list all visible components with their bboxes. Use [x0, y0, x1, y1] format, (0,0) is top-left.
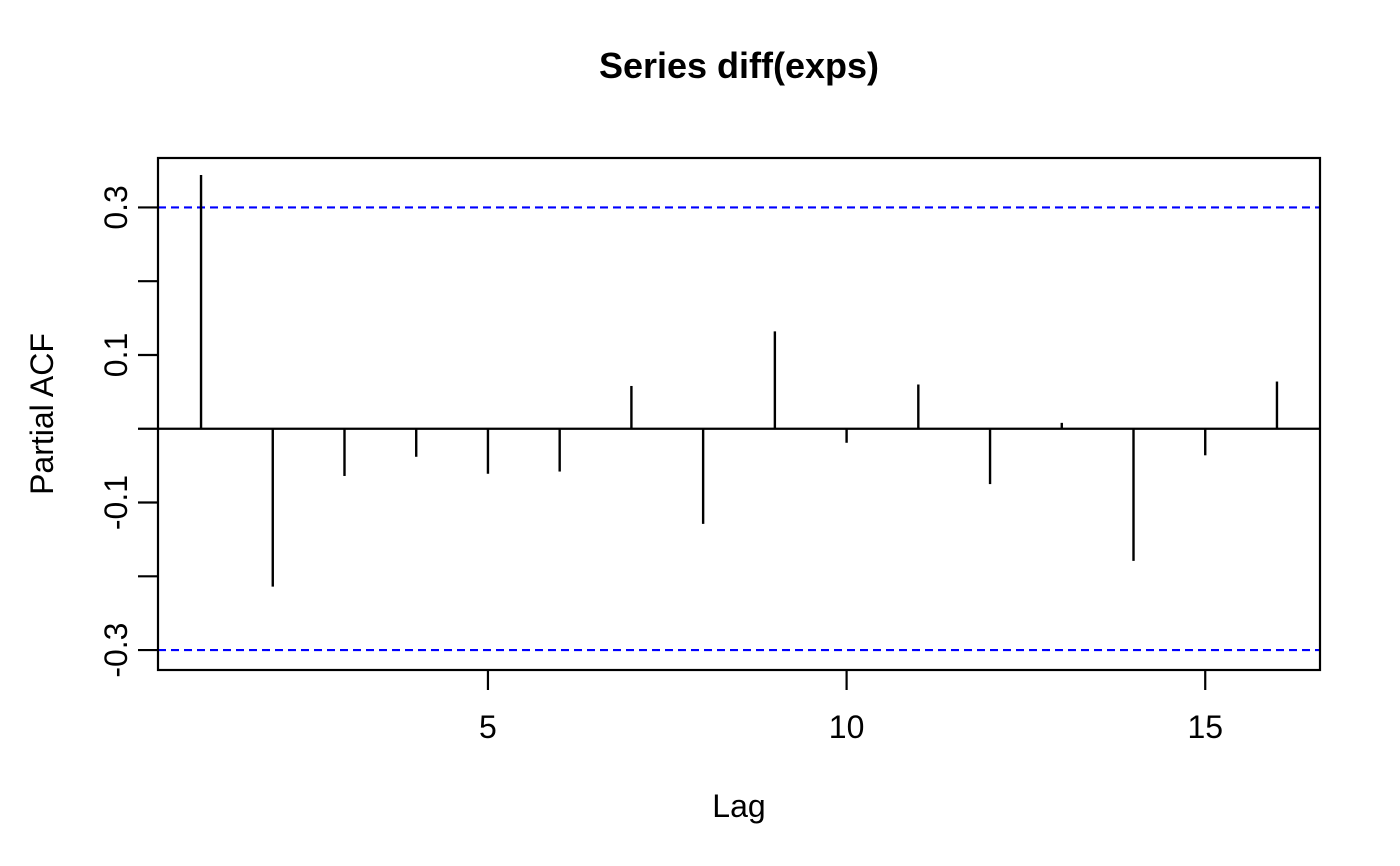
plot-layer: -0.3 -0.1 0.1 0.3 5 10 15 [98, 156, 1322, 745]
x-tick-label-15: 15 [1187, 709, 1223, 745]
y-tick-label--0.1: -0.1 [98, 475, 134, 530]
y-axis-label: Partial ACF [24, 333, 60, 495]
x-tick-label-10: 10 [829, 709, 865, 745]
chart-title: Series diff(exps) [599, 45, 879, 86]
x-tick-label-5: 5 [479, 709, 497, 745]
x-axis-label: Lag [712, 788, 765, 824]
y-tick-label-0.3: 0.3 [98, 185, 134, 229]
plot-border [156, 156, 1322, 672]
y-tick-label--0.3: -0.3 [98, 623, 134, 678]
y-tick-label-0.1: 0.1 [98, 333, 134, 377]
